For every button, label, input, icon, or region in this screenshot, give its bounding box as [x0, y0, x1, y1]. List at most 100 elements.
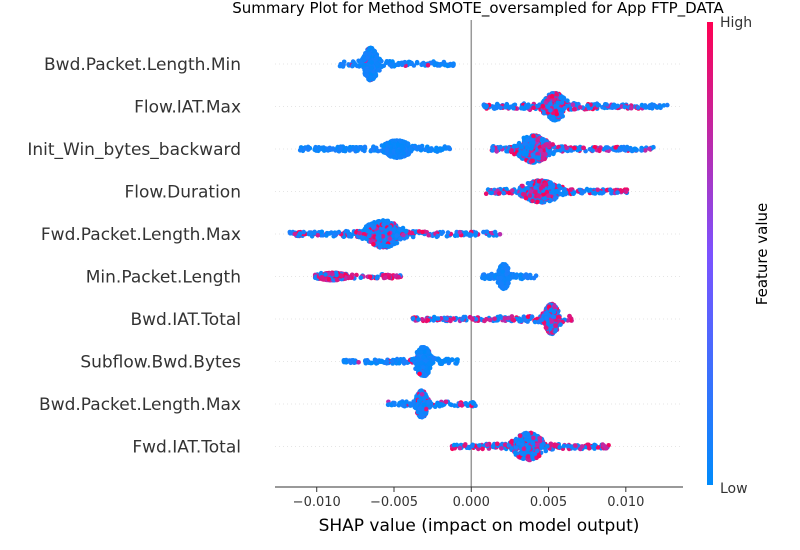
feature-row-points [297, 133, 656, 165]
shap-point [426, 232, 431, 238]
chart-title: Summary Plot for Method SMOTE_oversample… [232, 0, 724, 18]
shap-point [615, 190, 620, 195]
shap-point [323, 272, 328, 277]
shap-point [330, 272, 335, 277]
shap-point [334, 277, 340, 283]
shap-point [536, 156, 542, 161]
shap-point [592, 191, 598, 196]
shap-point [538, 185, 544, 191]
shap-point [333, 270, 339, 276]
shap-point [502, 316, 508, 321]
shap-point [380, 234, 386, 239]
shap-point [308, 231, 313, 236]
shap-point [470, 316, 475, 321]
shap-point [400, 144, 405, 150]
shap-point [528, 189, 534, 194]
shap-point [629, 105, 634, 111]
shap-point [535, 137, 540, 142]
shap-point [525, 137, 530, 143]
shap-point [504, 284, 510, 289]
shap-point [370, 147, 375, 153]
shap-point [346, 233, 352, 239]
shap-point [559, 147, 565, 152]
shap-point [451, 316, 456, 321]
shap-point [504, 186, 509, 192]
shap-point [367, 230, 373, 235]
shap-point [427, 146, 433, 152]
shap-point [647, 146, 652, 152]
shap-point [482, 103, 487, 109]
shap-point [414, 147, 420, 152]
shap-point [531, 140, 536, 145]
shap-point [439, 231, 444, 236]
shap-point [381, 222, 386, 227]
shap-point [401, 151, 407, 156]
shap-point [387, 236, 393, 241]
shap-point [559, 100, 565, 105]
shap-point [331, 232, 337, 237]
shap-point [394, 240, 399, 246]
shap-point [410, 234, 416, 240]
shap-point [394, 148, 400, 154]
shap-point [579, 190, 585, 196]
shap-point [533, 185, 538, 190]
shap-point [647, 103, 653, 109]
shap-point [516, 152, 522, 157]
shap-point [557, 191, 563, 197]
shap-point [377, 234, 382, 239]
shap-point [568, 147, 573, 153]
shap-point [509, 148, 514, 153]
feature-row-points [337, 45, 456, 83]
shap-point [613, 145, 618, 150]
shap-point [401, 139, 407, 145]
shap-point [368, 75, 373, 80]
shap-point [565, 98, 570, 103]
shap-point [490, 146, 496, 151]
shap-point [548, 108, 553, 113]
shap-point [350, 63, 356, 69]
shap-point [497, 232, 503, 237]
shap-point [491, 106, 497, 111]
shap-point [527, 181, 533, 186]
shap-point [312, 229, 317, 235]
shap-point [550, 116, 555, 121]
shap-point [608, 187, 613, 192]
shap-point [374, 275, 380, 281]
shap-point [550, 142, 555, 147]
shap-point [404, 235, 410, 240]
shap-point [468, 232, 474, 238]
shap-point [524, 145, 529, 150]
shap-point [571, 106, 577, 112]
shap-point [540, 103, 546, 109]
shap-point [531, 133, 536, 139]
shap-point [542, 196, 548, 201]
shap-point [496, 191, 502, 196]
shap-point [342, 148, 348, 154]
shap-point [556, 183, 562, 189]
shap-point [371, 225, 376, 230]
shap-point [401, 232, 406, 238]
shap-point [529, 314, 535, 320]
shap-point [552, 195, 558, 201]
shap-point [535, 151, 540, 157]
shap-point [545, 104, 551, 110]
shap-point [506, 190, 512, 196]
shap-point [548, 101, 553, 106]
shap-point [622, 147, 627, 153]
shap-point [395, 142, 400, 147]
shap-point [615, 103, 620, 109]
shap-point [655, 105, 660, 110]
shap-point [367, 274, 373, 280]
shap-point [418, 145, 423, 150]
shap-point [498, 144, 503, 150]
shap-point [531, 105, 536, 110]
shap-point [400, 225, 406, 231]
shap-point [542, 182, 548, 188]
shap-point [639, 148, 644, 153]
shap-point [522, 141, 527, 146]
shap-point [524, 152, 529, 157]
shap-point [505, 275, 511, 281]
shap-point [305, 144, 311, 150]
shap-point [441, 59, 447, 65]
